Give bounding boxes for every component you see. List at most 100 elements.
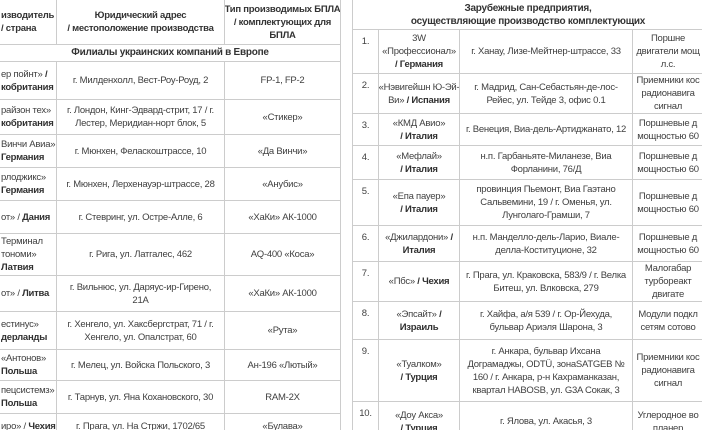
cell-address: г. Лондон, Кинг-Эдвард-стрит, 17 / г. Ле…	[57, 100, 225, 134]
cell-address: г. Вильнюс, ул. Даряус-ир-Гирено, 21А	[57, 276, 225, 311]
table-row: от» / Литва г. Вильнюс, ул. Даряус-ир-Гир…	[0, 276, 340, 312]
cell-uav-type: RAM-2X	[265, 391, 300, 403]
column-header-legal-address: Юридический адрес / местоположение произв…	[57, 0, 225, 44]
cell-address: г. Хайфа, а/я 539 / г. Ор-Йехуда, бульва…	[460, 302, 633, 339]
table-row: 4. «Мефлай» / Италия н.п. Гарбаньяте-Милане…	[353, 146, 702, 180]
cell-components-type: Поршневые д мощностью 60	[637, 231, 699, 256]
cell-address: г. Стевринг, ул. Остре-Алле, 6	[57, 201, 225, 233]
cell-address: г. Анкара, бульвар Ихсана Дограмаджы, OD…	[460, 340, 633, 401]
right-table: Зарубежные предприятия, осуществляющие пр…	[352, 0, 702, 430]
cell-address: г. Хенгело, ул. Хаксбергстрат, 71 / г. Х…	[57, 312, 225, 349]
cell-address: н.п. Манделло-дель-Ларио, Виале-делла-Ко…	[460, 226, 633, 261]
cell-company-country: райзон тех» кобритания	[0, 100, 57, 134]
cell-company-country: рлоджикс» Германия	[0, 168, 57, 200]
cell-address: г. Ханау, Лизе-Мейтнер-штрассе, 33	[460, 30, 633, 73]
cell-company-country: Винчи Авиа» Германия	[0, 135, 57, 167]
left-table-body: ер пойнт» / кобритания г. Милденхолл, Вест…	[0, 62, 340, 430]
cell-address: г. Тарнув, ул. Яна Кохановского, 30	[57, 381, 225, 413]
cell-address: г. Прага, ул. Краковска, 583/9 / г. Велк…	[460, 262, 633, 301]
cell-company-country: Терминал тономи» Латвия	[0, 234, 57, 275]
cell-uav-type: «Булава»	[262, 421, 303, 430]
table-row: Винчи Авиа» Германия г. Мюнхен, Феласкоштр…	[0, 135, 340, 168]
cell-company-country: «Нэвигейшн Ю-Эй- Ви» / Испания	[379, 74, 460, 113]
left-table-header-row: изводитель / страна Юридический адрес / ме…	[0, 0, 340, 45]
cell-address: г. Мюнхен, Феласкоштрассе, 10	[57, 135, 225, 167]
table-row: 5. «Епа пауер» / Италия провинция Пьемонт, …	[353, 180, 702, 226]
cell-address: г. Ялова, ул. Акасья, 3	[460, 402, 633, 430]
cell-components-type: Модули подкл сетям сотово	[638, 308, 698, 333]
column-header-uav-type: Тип производимых БПЛА / комплектующих для…	[225, 3, 340, 41]
cell-company-country: от» / Дания	[0, 201, 57, 233]
cell-address: г. Рига, ул. Латгалес, 462	[57, 234, 225, 275]
cell-components-type: Поршневые д мощностью 60	[637, 117, 699, 142]
cell-number: 8.	[353, 302, 379, 339]
cell-company-country: «Джилардони» / Италия	[379, 226, 460, 261]
cell-company-country: ер пойнт» / кобритания	[0, 62, 57, 99]
table-row: иро» / Чехия г. Прага, ул. На Стржи, 1702…	[0, 414, 340, 430]
cell-uav-type: Ан-196 «Лютый»	[247, 359, 318, 371]
cell-uav-type: AQ-400 «Коса»	[250, 249, 315, 260]
cell-components-type: Приемники кос радионавига сигнал	[636, 352, 700, 389]
section-header-ukrainian-branches: Филиалы украинских компаний в Европе	[0, 45, 340, 62]
cell-components-type: Углеродное во планер	[637, 409, 699, 430]
cell-address: провинция Пьемонт, Виа Гаэтано Сальвемин…	[460, 180, 633, 225]
right-table-body: 1. 3W «Профессионал» / Германия г. Ханау, Ли…	[353, 30, 702, 430]
column-header-manufacturer-country: изводитель / страна	[0, 0, 57, 44]
cell-uav-type: «ХаКи» АК-1000	[248, 211, 317, 223]
table-row: 9. «Туалком» / Турция г. Анкара, бульвар Их…	[353, 340, 702, 402]
cell-company-country: пецсистемз» Польша	[0, 381, 57, 413]
cell-uav-type: «Анубис»	[262, 178, 303, 190]
cell-number: 1.	[353, 30, 379, 73]
table-row: пецсистемз» Польша г. Тарнув, ул. Яна Коха…	[0, 381, 340, 414]
cell-address: г. Мюнхен, Лерхенауэр-штрассе, 28	[57, 168, 225, 200]
cell-number: 5.	[353, 180, 379, 225]
table-row: ер пойнт» / кобритания г. Милденхолл, Вест…	[0, 62, 340, 100]
table-row: 3. «КМД Авио» / Италия г. Венеция, Виа-дель…	[353, 114, 702, 146]
cell-number: 10.	[353, 402, 379, 430]
table-row: 6. «Джилардони» / Италия н.п. Манделло-дель…	[353, 226, 702, 262]
cell-company-country: «Доу Акса» / Турция	[379, 402, 460, 430]
cell-uav-type: «ХаКи» АК-1000	[248, 288, 317, 299]
cell-uav-type: «Да Винчи»	[257, 145, 308, 157]
cell-company-country: естинус» дерланды	[0, 312, 57, 349]
cell-components-type: Приемники кос радионавига сигнал	[636, 75, 700, 112]
cell-uav-type: «Стикер»	[262, 111, 303, 123]
cell-company-country: «Туалком» / Турция	[379, 340, 460, 401]
table-row: 8. «Эпсайт» / Израиль г. Хайфа, а/я 539 / г…	[353, 302, 702, 340]
cell-number: 6.	[353, 226, 379, 261]
table-row: естинус» дерланды г. Хенгело, ул. Хаксберг…	[0, 312, 340, 350]
right-table-title-foreign-enterprises: Зарубежные предприятия, осуществляющие пр…	[353, 0, 702, 30]
cell-number: 7.	[353, 262, 379, 301]
cell-address: г. Милденхолл, Вест-Роу-Роуд, 2	[57, 62, 225, 99]
table-row: 2. «Нэвигейшн Ю-Эй- Ви» / Испания г. Мадрид…	[353, 74, 702, 114]
table-row: райзон тех» кобритания г. Лондон, Кинг-Эдв…	[0, 100, 340, 135]
cell-address: г. Мадрид, Сан-Себастьян-де-лос-Рейес, у…	[460, 74, 633, 113]
cell-company-country: «Антонов» Польша	[0, 350, 57, 380]
cell-number: 4.	[353, 146, 379, 179]
cell-company-country: «Эпсайт» / Израиль	[379, 302, 460, 339]
table-row: 1. 3W «Профессионал» / Германия г. Ханау, Ли…	[353, 30, 702, 74]
cell-uav-type: «Рута»	[267, 325, 298, 336]
left-table: изводитель / страна Юридический адрес / ме…	[0, 0, 341, 430]
cell-number: 3.	[353, 114, 379, 145]
cell-address: г. Венеция, Виа-дель-Артиджанато, 12	[460, 114, 633, 145]
cell-number: 2.	[353, 74, 379, 113]
cell-address: г. Мелец, ул. Войска Польского, 3	[57, 350, 225, 380]
cell-company-country: «Пбс» / Чехия	[379, 262, 460, 301]
cell-company-country: «Мефлай» / Италия	[379, 146, 460, 179]
cell-company-country: «Епа пауер» / Италия	[379, 180, 460, 225]
cell-number: 9.	[353, 340, 379, 401]
table-row: Терминал тономи» Латвия г. Рига, ул. Латгал…	[0, 234, 340, 276]
table-row: от» / Дания г. Стевринг, ул. Остре-Алле, …	[0, 201, 340, 234]
cell-company-country: 3W «Профессионал» / Германия	[379, 30, 460, 73]
cell-address: н.п. Гарбаньяте-Миланезе, Виа Форланини,…	[460, 146, 633, 179]
cell-company-country: «КМД Авио» / Италия	[379, 114, 460, 145]
cell-components-type: Поршневые д мощностью 60	[637, 190, 699, 215]
table-row: рлоджикс» Германия г. Мюнхен, Лерхенауэр-ш…	[0, 168, 340, 201]
cell-components-type: Поршневые д мощностью 60	[637, 150, 699, 175]
cell-components-type: Поршне двигатели мощ л.с.	[636, 33, 700, 70]
cell-company-country: от» / Литва	[0, 276, 57, 311]
table-row: 7. «Пбс» / Чехия г. Прага, ул. Краковска, …	[353, 262, 702, 302]
table-row: «Антонов» Польша г. Мелец, ул. Войска Поль…	[0, 350, 340, 381]
